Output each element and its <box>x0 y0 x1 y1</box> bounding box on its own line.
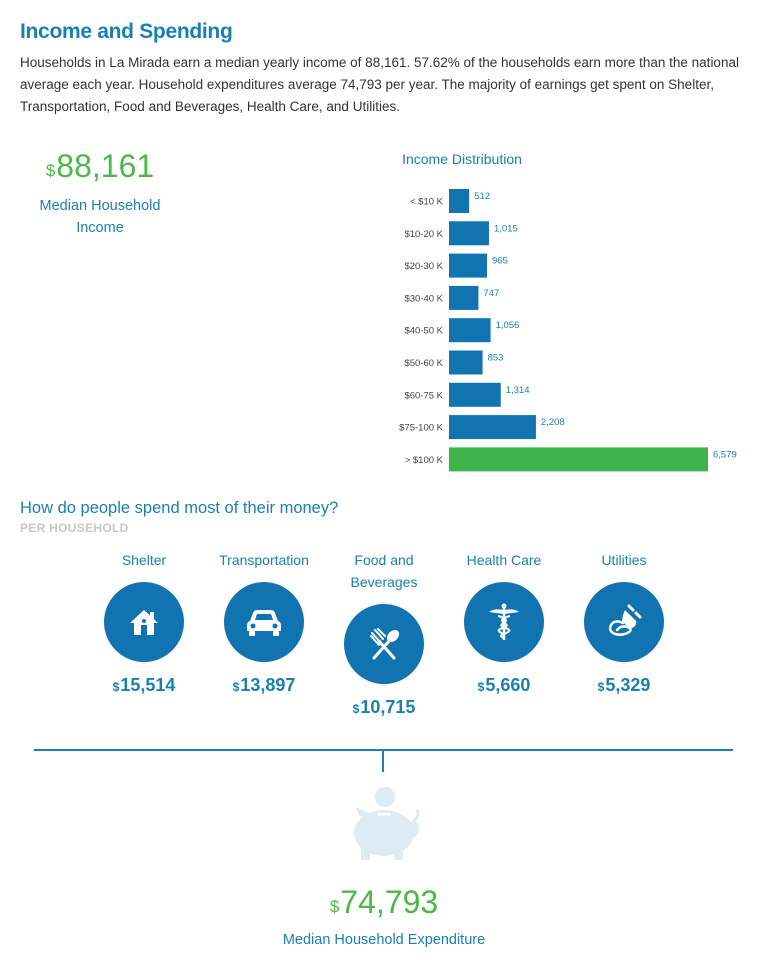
bar-category-label: > $100 K <box>405 455 444 466</box>
median-income-number: 88,161 <box>56 148 155 184</box>
bar-value-label: 965 <box>492 256 508 267</box>
income-bar <box>449 318 491 343</box>
bar-value-label: 1,015 <box>494 223 518 234</box>
chart-title: Income Distribution <box>402 151 522 167</box>
category-value: $10,715 <box>352 697 416 717</box>
currency-symbol: $ <box>352 702 360 716</box>
spending-subtitle: PER HOUSEHOLD <box>20 521 129 535</box>
bar-category-label: $75-100 K <box>399 423 444 434</box>
category-label: Food and Beverages <box>350 552 418 590</box>
currency-symbol: $ <box>477 680 485 694</box>
category-health-care: Health Care $5,660 <box>444 549 564 696</box>
bar-category-label: $10-20 K <box>404 229 443 240</box>
median-income-value: $88,161 <box>20 148 180 189</box>
spending-title: How do people spend most of their money? <box>20 499 339 517</box>
category-utilities: Utilities $5,329 <box>564 549 684 696</box>
income-bar <box>449 189 470 213</box>
income-bar <box>449 221 489 246</box>
bar-value-label: 1,056 <box>496 320 520 331</box>
currency-symbol: $ <box>112 680 120 694</box>
category-value: $13,897 <box>232 675 296 695</box>
currency-symbol: $ <box>329 897 340 916</box>
bar-category-label: $40-50 K <box>404 326 443 337</box>
caduceus-icon <box>464 582 544 662</box>
car-icon <box>224 582 304 662</box>
plug-icon <box>584 582 664 662</box>
bar-category-label: $60-75 K <box>404 390 443 401</box>
median-income-block: $88,161 Median Household Income <box>20 148 180 239</box>
income-bar <box>449 382 501 407</box>
currency-symbol: $ <box>597 680 605 694</box>
bar-value-label: 747 <box>483 288 499 299</box>
bar-category-label: $30-40 K <box>404 293 443 304</box>
category-value: $5,329 <box>597 675 651 695</box>
piggy-bank-icon <box>354 787 420 860</box>
house-icon <box>104 582 184 662</box>
category-label: Health Care <box>466 552 542 568</box>
bar-value-label: 1,314 <box>506 385 530 396</box>
divider-line <box>34 749 733 751</box>
median-expenditure-block: $74,793 Median Household Expenditure <box>234 884 534 951</box>
income-bar <box>449 350 483 375</box>
currency-symbol: $ <box>232 680 240 694</box>
category-food-beverages: Food and Beverages $10,715 <box>324 549 444 718</box>
category-value: $15,514 <box>112 675 176 695</box>
income-bar <box>449 253 487 278</box>
income-bar <box>449 285 479 310</box>
currency-symbol: $ <box>45 161 56 180</box>
category-shelter: Shelter $15,514 <box>84 549 204 696</box>
bar-value-label: 512 <box>474 191 490 202</box>
income-bar <box>449 447 708 472</box>
bar-category-label: $50-60 K <box>404 358 443 369</box>
median-income-label: Median Household Income <box>39 198 161 236</box>
category-value: $5,660 <box>477 675 531 695</box>
intro-paragraph: Households in La Mirada earn a median ye… <box>20 55 739 114</box>
bar-category-label: < $10 K <box>410 197 444 208</box>
median-expenditure-number: 74,793 <box>340 884 439 920</box>
bar-category-label: $20-30 K <box>404 261 443 272</box>
category-label: Transportation <box>219 552 309 568</box>
bar-value-label: 853 <box>488 353 504 364</box>
category-transportation: Transportation $13,897 <box>204 549 324 696</box>
income-bar <box>449 415 536 440</box>
median-expenditure-value: $74,793 <box>234 884 534 925</box>
divider-stem <box>382 751 384 772</box>
page-title: Income and Spending <box>20 20 233 43</box>
income-distribution-chart: Income Distribution < $10 K 512 $10-20 K 1,0… <box>399 151 737 472</box>
bar-value-label: 2,208 <box>541 417 565 428</box>
category-label: Shelter <box>121 552 167 568</box>
bar-value-label: 6,579 <box>713 449 737 460</box>
fork-spoon-icon <box>344 604 424 684</box>
category-label: Utilities <box>601 552 647 568</box>
median-expenditure-label: Median Household Expenditure <box>282 932 486 948</box>
